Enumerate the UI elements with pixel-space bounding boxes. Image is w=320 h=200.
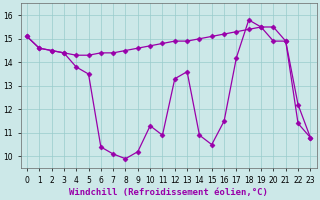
X-axis label: Windchill (Refroidissement éolien,°C): Windchill (Refroidissement éolien,°C) (69, 188, 268, 197)
